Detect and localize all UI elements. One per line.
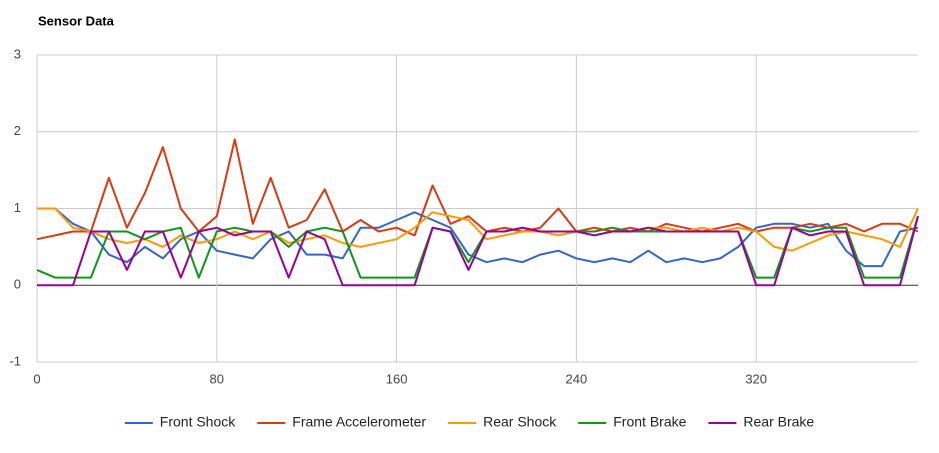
- y-tick-label: -1: [9, 353, 21, 368]
- legend-label: Front Shock: [160, 414, 236, 430]
- legend-label: Frame Accelerometer: [292, 414, 426, 430]
- legend-label: Rear Brake: [743, 414, 814, 430]
- x-tick-label: 320: [745, 371, 767, 386]
- x-tick-label: 160: [386, 371, 408, 386]
- series-line: [36, 215, 919, 279]
- x-tick-label: 80: [210, 371, 224, 386]
- legend-label: Front Brake: [613, 414, 686, 430]
- x-tick-label: 0: [33, 371, 40, 386]
- series-line: [37, 215, 919, 287]
- chart-title: Sensor Data: [38, 13, 115, 28]
- y-tick-label: 0: [14, 277, 21, 292]
- legend-label: Rear Shock: [483, 414, 557, 430]
- series-line: [36, 138, 919, 241]
- y-tick-label: 2: [14, 123, 21, 138]
- y-tick-label: 1: [14, 200, 21, 215]
- y-tick-label: 3: [14, 46, 21, 61]
- series-line: [37, 207, 919, 268]
- x-tick-label: 240: [566, 371, 588, 386]
